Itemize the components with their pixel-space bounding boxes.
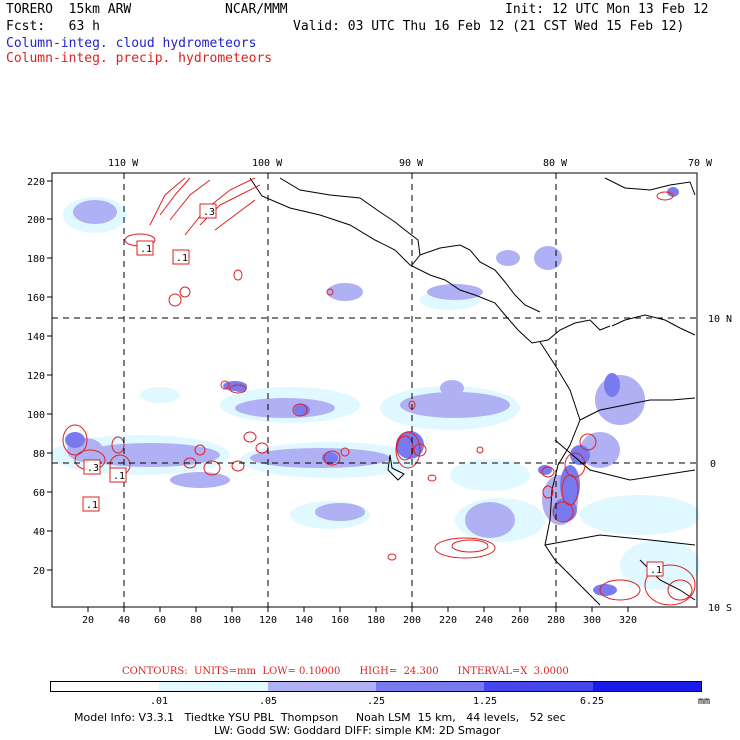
model-title: TORERO 15km ARW — [6, 2, 132, 17]
scale-swatch — [592, 682, 701, 691]
y-tick: 80 — [33, 449, 45, 460]
y-tick: 40 — [33, 527, 45, 538]
svg-text:.1: .1 — [140, 244, 152, 255]
contour-label: .1 — [136, 240, 154, 256]
scale-label: .05 — [259, 696, 278, 707]
x-tick: 160 — [331, 615, 349, 626]
svg-text:.3: .3 — [87, 463, 99, 474]
map-frame — [51, 172, 698, 608]
y-tick: 200 — [27, 215, 45, 226]
y-tick: 220 — [27, 177, 45, 188]
x-tick: 300 — [583, 615, 601, 626]
contour-label: .1 — [82, 496, 100, 512]
scale-label: .01 — [150, 696, 169, 707]
scale-label: 1.25 — [473, 696, 498, 707]
x-tick: 40 — [118, 615, 130, 626]
scale-swatch — [51, 682, 160, 691]
contour-label: .3 — [199, 203, 217, 219]
valid-time: Valid: 03 UTC Thu 16 Feb 12 (21 CST Wed … — [293, 19, 685, 34]
x-tick: 60 — [154, 615, 166, 626]
coastlines — [249, 177, 696, 606]
x-tick: 120 — [259, 615, 277, 626]
field-cloud-label: Column-integ. cloud hydrometeors — [6, 36, 257, 51]
color-scale-bar — [50, 681, 702, 692]
x-tick: 140 — [295, 615, 313, 626]
contour-label-boxes: .3 .1 .1 .3 .1 .1 .1 — [82, 203, 664, 577]
lat-lon-grid — [52, 173, 697, 607]
x-tick: 180 — [367, 615, 385, 626]
lon-label-80w: 80 W — [543, 158, 568, 169]
x-tick: 200 — [403, 615, 421, 626]
svg-text:.1: .1 — [176, 253, 188, 264]
scale-label: 6.25 — [580, 696, 605, 707]
lat-label-10s: 10 S — [708, 603, 732, 614]
lat-label-10n: 10 N — [708, 314, 732, 325]
y-tick: 120 — [27, 371, 45, 382]
y-tick: 140 — [27, 332, 45, 343]
y-tick: 60 — [33, 488, 45, 499]
svg-text:.3: .3 — [203, 207, 215, 218]
contour-label: .1 — [172, 249, 190, 265]
scale-swatch — [375, 682, 485, 691]
scale-swatch — [267, 682, 376, 691]
x-tick: 260 — [511, 615, 529, 626]
lon-label-110w: 110 W — [108, 158, 139, 169]
contour-label: .3 — [83, 459, 101, 475]
x-tick: 240 — [475, 615, 493, 626]
scale-unit: mm — [698, 696, 711, 707]
x-tick: 80 — [190, 615, 202, 626]
axis-ticks — [47, 180, 629, 612]
field-precip-label: Column-integ. precip. hydrometeors — [6, 51, 273, 66]
y-tick: 100 — [27, 410, 45, 421]
x-tick: 20 — [82, 615, 94, 626]
svg-text:.1: .1 — [86, 500, 98, 511]
scale-label: .25 — [367, 696, 386, 707]
contour-label: .1 — [109, 467, 127, 483]
lat-label-0: 0 — [710, 459, 716, 470]
model-info-line1: Model Info: V3.3.1 Tiedtke YSU PBL Thomp… — [74, 711, 566, 724]
svg-text:.1: .1 — [650, 565, 662, 576]
svg-text:.1: .1 — [113, 471, 125, 482]
lon-label-90w: 90 W — [399, 158, 424, 169]
org-label: NCAR/MMM — [225, 2, 288, 17]
x-tick: 100 — [223, 615, 241, 626]
x-tick: 280 — [547, 615, 565, 626]
y-tick: 180 — [27, 254, 45, 265]
scale-swatch — [484, 682, 593, 691]
model-info-line2: LW: Godd SW: Goddard DIFF: simple KM: 2D… — [214, 724, 501, 737]
y-tick: 160 — [27, 293, 45, 304]
contour-label: .1 — [646, 561, 664, 577]
scale-swatch — [159, 682, 268, 691]
x-tick: 220 — [439, 615, 457, 626]
lon-label-100w: 100 W — [252, 158, 283, 169]
lon-label-70w: 70 W — [688, 158, 713, 169]
init-time: Init: 12 UTC Mon 13 Feb 12 — [505, 2, 709, 17]
x-tick: 320 — [619, 615, 637, 626]
y-tick: 20 — [33, 566, 45, 577]
forecast-hour: Fcst: 63 h — [6, 19, 100, 34]
contour-info: CONTOURS: UNITS=mm LOW= 0.10000 HIGH= 24… — [122, 666, 569, 677]
